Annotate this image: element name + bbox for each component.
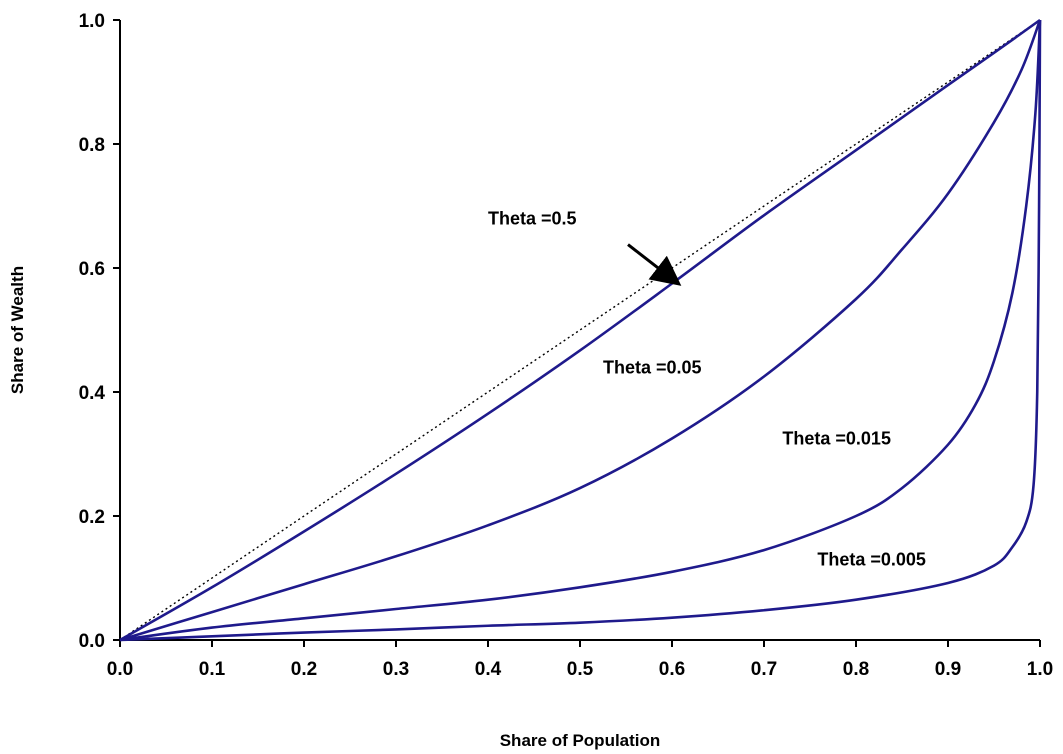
y-axis-title: Share of Wealth [8,266,27,394]
tick-labels: 0.0 0.1 0.2 0.3 0.4 0.5 0.6 0.7 0.8 0.9 1.0 0.0 0.2 0… [79,11,1054,680]
series-label: Theta =0.005 [817,550,926,570]
annotations: Theta =0.5 Theta =0.05 Theta =0.015 Theta =… [488,209,926,570]
series-label: Theta =0.015 [782,429,891,449]
series-label: Theta =0.5 [488,209,577,229]
x-tick-label: 0.9 [935,659,961,680]
lorenz-curve-theta-0-5 [119,18,1041,642]
y-tick-label: 0.6 [79,259,105,280]
y-tick-label: 0.4 [79,383,106,404]
x-tick-label: 0.8 [843,659,869,680]
x-tick-label: 1.0 [1027,659,1053,680]
x-tick-label: 0.3 [383,659,409,680]
x-tick-label: 0.4 [475,659,502,680]
series-lines [119,18,1042,642]
lorenz-curve-theta-0-005 [119,19,1042,642]
x-tick-label: 0.0 [107,659,133,680]
series-label: Theta =0.05 [603,357,702,377]
x-tick-label: 0.7 [751,659,777,680]
axes [113,19,1041,647]
y-tick-label: 0.2 [79,507,105,528]
x-axis-title: Share of Population [500,731,661,750]
x-tick-label: 0.5 [567,659,594,680]
y-tick-label: 1.0 [79,11,105,32]
lorenz-curve-theta-0-05 [119,19,1042,642]
equality-line [119,19,1041,641]
lorenz-curve-theta-0-015 [119,19,1042,642]
x-tick-label: 0.6 [659,659,685,680]
y-tick-label: 0.0 [79,631,105,652]
y-tick-label: 0.8 [79,135,105,156]
annotation-arrow [627,243,682,286]
x-tick-label: 0.2 [291,659,317,680]
x-tick-label: 0.1 [199,659,226,680]
